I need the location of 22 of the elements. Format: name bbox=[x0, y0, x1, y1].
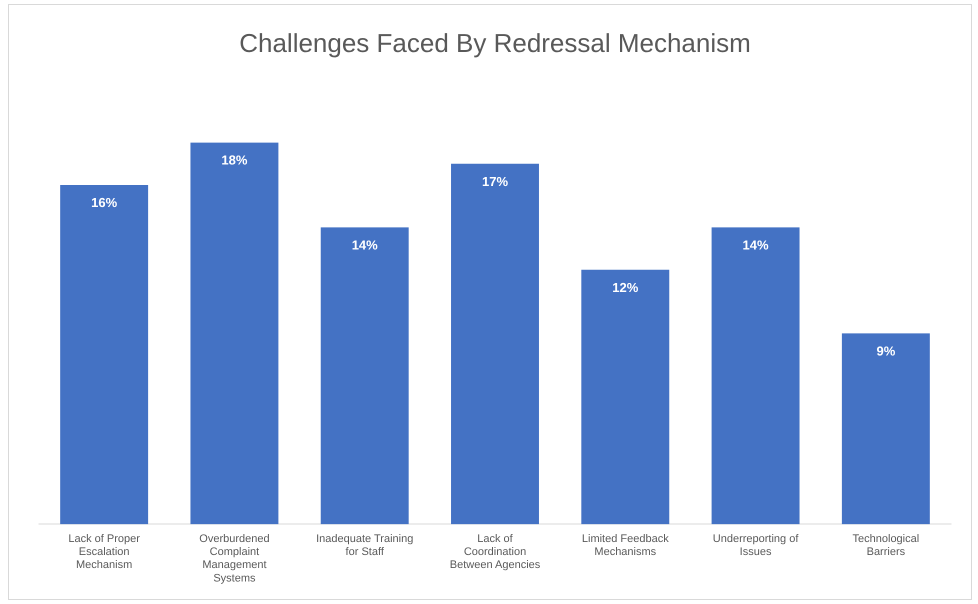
data-label: 14% bbox=[742, 237, 770, 252]
x-tick-label: Technological Barriers bbox=[852, 532, 920, 558]
data-label: 18% bbox=[221, 152, 248, 168]
data-label: 9% bbox=[876, 343, 896, 358]
data-label: 12% bbox=[612, 280, 639, 295]
bar bbox=[60, 185, 148, 524]
data-label: 16% bbox=[91, 195, 118, 210]
x-tick-label: Lack of Coordination Between Agencies bbox=[450, 532, 541, 572]
bar bbox=[320, 227, 409, 524]
x-tick-label: Underreporting of Issues bbox=[712, 532, 800, 558]
bar bbox=[190, 142, 278, 524]
data-label: 17% bbox=[482, 174, 508, 189]
x-tick-label: Limited Feedback Mechanisms bbox=[582, 532, 670, 558]
bar bbox=[451, 164, 539, 524]
x-tick-label: Inadequate Training for Staff bbox=[316, 532, 414, 558]
bar bbox=[842, 333, 930, 524]
bar bbox=[581, 270, 670, 524]
data-label: 14% bbox=[352, 237, 378, 252]
x-tick-label: Overburdened Complaint Management Systems bbox=[199, 532, 270, 584]
x-tick-label: Lack of Proper Escalation Mechanism bbox=[68, 532, 140, 572]
bar bbox=[712, 227, 800, 524]
chart-title: Challenges Faced By Redressal Mechanism bbox=[239, 28, 751, 58]
